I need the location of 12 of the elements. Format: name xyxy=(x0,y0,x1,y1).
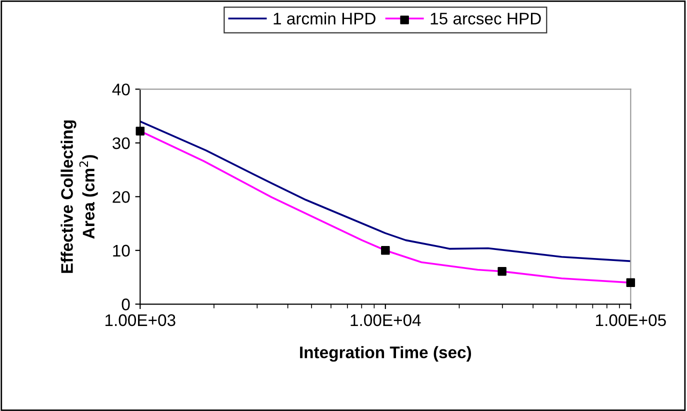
y-tick-label: 40 xyxy=(112,84,130,96)
y-tick-label: 0 xyxy=(122,298,130,310)
x-tick-label: 1.00E+05 xyxy=(596,314,666,326)
x-tick-label: 1.00E+03 xyxy=(106,314,176,326)
y-tick-label: 30 xyxy=(112,137,130,150)
y-tick-label: 10 xyxy=(113,244,130,257)
x-tick-label: 1.00E+04 xyxy=(350,314,421,326)
legend-label: 15 arcsec HPD xyxy=(430,12,541,24)
legend-label: 1 arcmin HPD xyxy=(274,12,376,24)
y-axis-title: Effective Collecting Area (cm$^{2}$) xyxy=(60,120,98,273)
y-tick-label: 20 xyxy=(112,191,130,203)
x-axis-title: Integration Time (sec) xyxy=(300,346,472,362)
